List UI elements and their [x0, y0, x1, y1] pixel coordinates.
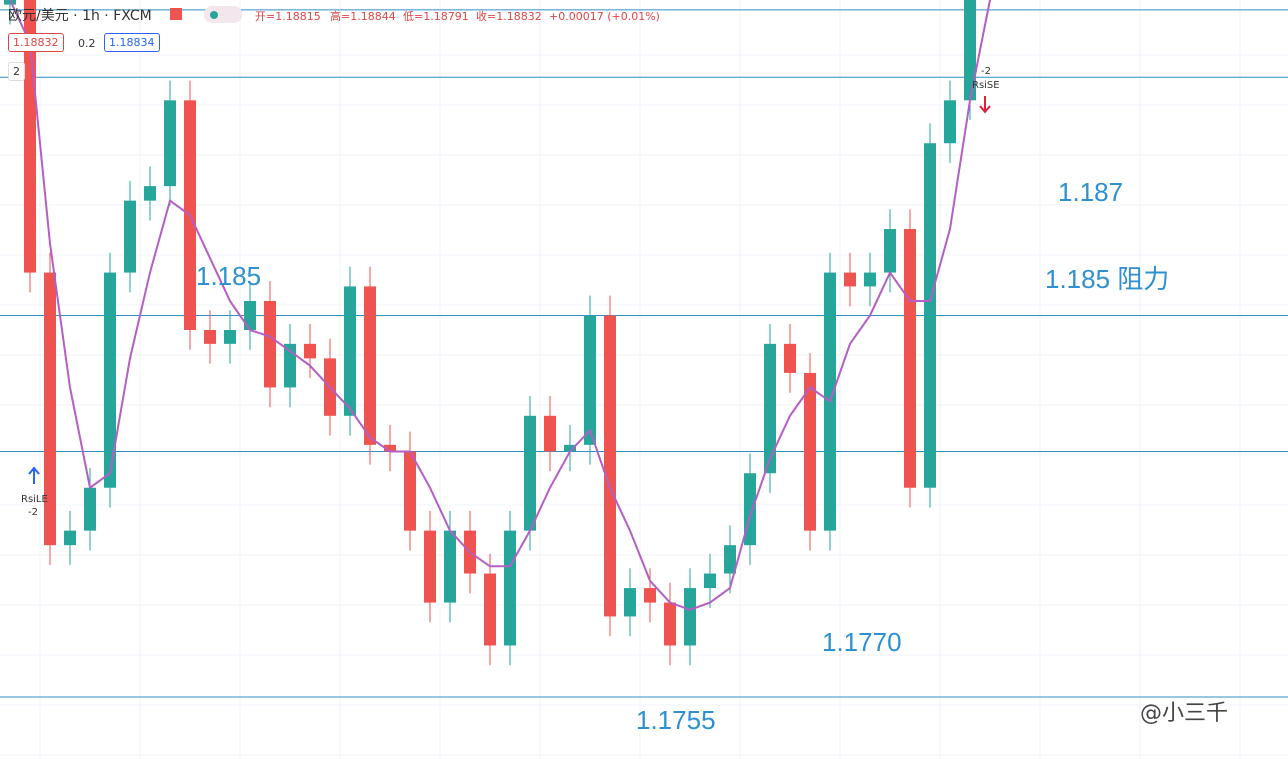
candle-body — [864, 272, 876, 287]
candle-body — [724, 545, 736, 574]
ohlc-low: 低=1.18791 — [403, 10, 469, 23]
ohlc-high: 高=1.18844 — [330, 9, 396, 23]
candle-body — [884, 229, 896, 273]
candle-body — [564, 444, 576, 452]
candle-body — [484, 573, 496, 646]
ohlc-open: 开=1.18815 — [255, 10, 321, 23]
status-dot — [210, 11, 218, 19]
candle-body — [904, 229, 916, 488]
ohlc-change: +0.00017 (+0.01%) — [549, 10, 660, 23]
candle-body — [64, 530, 76, 546]
flag-icon — [170, 8, 182, 20]
candle-body — [584, 315, 596, 445]
level-annotation: 1.187 — [1058, 177, 1123, 207]
candle-body — [624, 588, 636, 617]
candle-body — [644, 588, 656, 603]
buy-arrow — [28, 466, 40, 484]
candle-body — [704, 573, 716, 589]
candle-body — [664, 602, 676, 646]
candle-body — [244, 300, 256, 330]
candle-body — [504, 530, 516, 646]
plot — [4, 0, 992, 666]
moving-average — [9, 0, 992, 611]
candle-body — [964, 0, 976, 101]
candle-body — [944, 100, 956, 144]
level-annotation: 1.1755 — [636, 705, 716, 735]
candle-body — [684, 588, 696, 646]
level-annotation: 1.185 阻力 — [1045, 264, 1169, 294]
signal-label: -2 — [981, 66, 991, 77]
level-annotation: 1.1770 — [822, 627, 902, 657]
ask-price[interactable]: 1.18834 — [104, 33, 160, 52]
bid-price[interactable]: 1.18832 — [8, 33, 64, 52]
candle-body — [384, 444, 396, 452]
candle-body — [924, 143, 936, 488]
candle-body — [364, 286, 376, 445]
candle-body — [444, 530, 456, 603]
candle-body — [284, 343, 296, 388]
candle-body — [224, 330, 236, 344]
candle-body — [264, 300, 276, 388]
watermark: @小三千 — [1140, 701, 1228, 726]
candle-body — [104, 272, 116, 488]
candle-body — [844, 272, 856, 287]
candle-body — [124, 200, 136, 273]
candle-body — [204, 330, 216, 344]
candle-body — [604, 315, 616, 617]
candle-body — [784, 343, 796, 373]
candle-body — [424, 530, 436, 603]
indicator-toggle[interactable]: 2 — [8, 62, 25, 81]
candle-body — [764, 343, 776, 474]
spread: 0.2 — [74, 35, 100, 52]
sell-arrow — [979, 96, 991, 114]
candle-body — [144, 186, 156, 201]
candle-body — [404, 451, 416, 531]
signal-label: RsiSE — [972, 80, 1000, 91]
candle-body — [804, 372, 816, 531]
level-annotation: 1.185 — [196, 261, 261, 291]
signal-label: RsiLE — [21, 494, 48, 505]
candle-body — [44, 272, 56, 546]
candle-body — [304, 343, 316, 359]
candle-body — [164, 100, 176, 187]
ohlc-close: 收=1.18832 — [476, 9, 542, 23]
candle-body — [544, 415, 556, 452]
status-pill — [204, 6, 242, 23]
candle-body — [524, 415, 536, 531]
candle-body — [344, 286, 356, 416]
symbol-title: 欧元/美元 · 1h · FXCM — [8, 8, 152, 24]
signal-label: -2 — [28, 507, 38, 518]
candle-body — [84, 487, 96, 531]
